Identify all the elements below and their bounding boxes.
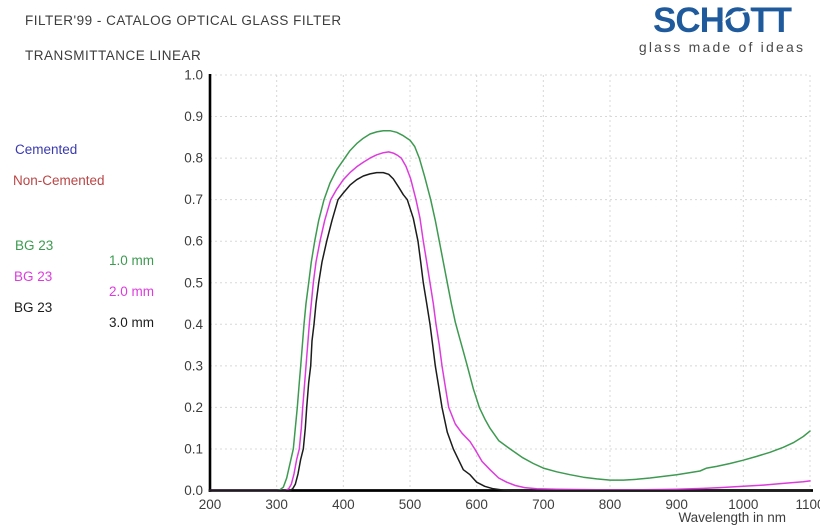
- schott-logo: SCHO TT glass made of ideas: [637, 3, 807, 56]
- schott-logo-text: SCHO TT: [637, 3, 807, 39]
- x-tick-label: 1000: [728, 497, 758, 512]
- y-tick-label: 0.0: [184, 483, 203, 498]
- x-tick-label: 600: [465, 497, 488, 512]
- y-tick-label: 0.7: [184, 192, 203, 207]
- legend-glass-bg23-1mm: BG 23: [15, 238, 54, 253]
- logo-text-part3: TT: [750, 1, 792, 40]
- y-tick-label: 0.8: [184, 151, 203, 166]
- schott-logo-tagline: glass made of ideas: [638, 39, 806, 55]
- x-tick-label: 200: [199, 497, 222, 512]
- legend-thickness-1mm: 1.0 mm: [109, 253, 155, 268]
- x-tick-label: 800: [599, 497, 622, 512]
- curve-bg-23-1-0-mm: [209, 129, 811, 492]
- curve-bg-23-3-0-mm: [209, 171, 811, 492]
- x-tick-label: 400: [332, 497, 355, 512]
- y-tick-label: 0.2: [184, 400, 203, 415]
- x-tick-label: 500: [399, 497, 422, 512]
- logo-text-part1: SCH: [653, 1, 725, 40]
- legend-glass-bg23-3mm: BG 23: [14, 300, 53, 315]
- legend-thickness-3mm: 3.0 mm: [109, 315, 155, 330]
- legend-non-cemented-label: Non-Cemented: [13, 173, 105, 188]
- x-tick-label: 900: [665, 497, 688, 512]
- page-subtitle: TRANSMITTANCE LINEAR: [25, 48, 202, 63]
- page-title: FILTER'99 - CATALOG OPTICAL GLASS FILTER: [25, 13, 342, 28]
- y-tick-label: 0.1: [184, 441, 203, 456]
- x-axis-label: Wavelength in nm: [678, 510, 786, 525]
- legend-cemented-label: Cemented: [15, 142, 78, 157]
- legend-thickness-2mm: 2.0 mm: [109, 284, 155, 299]
- y-tick-label: 0.4: [184, 317, 203, 332]
- x-tick-label: 300: [265, 497, 288, 512]
- y-tick-label: 0.3: [184, 358, 203, 373]
- y-tick-label: 0.9: [184, 109, 203, 124]
- x-tick-label: 700: [532, 497, 555, 512]
- legend-glass-bg23-2mm: BG 23: [14, 269, 53, 284]
- y-tick-label: 1.0: [184, 68, 203, 83]
- y-tick-label: 0.6: [184, 234, 203, 249]
- curve-bg-23-2-0-mm: [209, 151, 811, 492]
- logo-text-part2: O: [716, 3, 762, 39]
- y-tick-label: 0.5: [184, 275, 203, 290]
